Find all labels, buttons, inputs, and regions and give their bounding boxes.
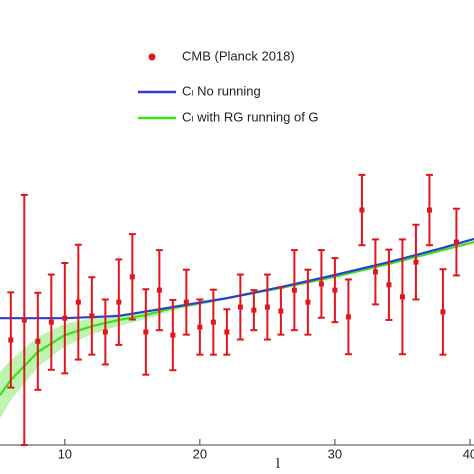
legend-label: Cₗ with RG running of G [182, 109, 319, 124]
data-point [62, 315, 68, 321]
data-point [305, 299, 311, 305]
legend-marker [148, 53, 156, 61]
data-point [21, 317, 27, 323]
data-point [440, 309, 446, 315]
legend-label: Cₗ No running [182, 83, 261, 98]
x-tick-label: 10 [58, 447, 72, 462]
data-point [143, 329, 149, 335]
data-point [156, 287, 162, 293]
data-point [210, 319, 216, 325]
legend-label: CMB (Planck 2018) [182, 48, 295, 63]
x-tick-label: 30 [328, 447, 342, 462]
data-point [48, 319, 54, 325]
x-tick-label: 20 [193, 447, 207, 462]
data-point [278, 308, 284, 314]
data-point [170, 332, 176, 338]
curve [0, 237, 474, 320]
data-point [332, 287, 338, 293]
data-point [318, 281, 324, 287]
x-tick-label: 40 [463, 447, 474, 462]
data-point [386, 282, 392, 288]
data-point [453, 239, 459, 245]
data-point [75, 299, 81, 305]
data-point [35, 338, 41, 344]
data-point [345, 314, 351, 320]
data-point [89, 313, 95, 319]
data-point [197, 324, 203, 330]
data-point [251, 307, 257, 313]
data-point [224, 329, 230, 335]
data-point [372, 269, 378, 275]
data-point [359, 207, 365, 213]
data-point [8, 337, 14, 343]
data-point [426, 207, 432, 213]
data-point [116, 299, 122, 305]
data-point [399, 294, 405, 300]
data-point [102, 329, 108, 335]
data-point [413, 259, 419, 265]
data-point [183, 299, 189, 305]
data-point [291, 287, 297, 293]
x-axis-label: l [276, 456, 280, 472]
data-point [264, 304, 270, 310]
confidence-band [0, 241, 474, 419]
data-point [237, 304, 243, 310]
data-point [129, 274, 135, 280]
